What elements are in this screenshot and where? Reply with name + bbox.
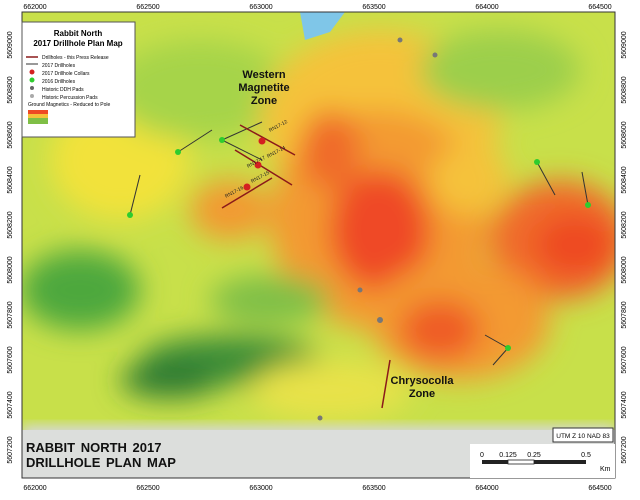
drill-trace (221, 121, 263, 141)
drill-trace (536, 161, 556, 196)
collar-2017 (243, 183, 251, 191)
northing-label: 5607600 (621, 346, 628, 373)
easting-label: 663500 (362, 485, 385, 492)
easting-label: 664000 (475, 4, 498, 11)
legend-symbol (29, 69, 35, 75)
easting-label: 664500 (588, 4, 611, 11)
northing-label: 5608600 (7, 121, 14, 148)
easting-label: 662500 (136, 4, 159, 11)
northing-label: 5607200 (7, 436, 14, 463)
scale-segment (507, 459, 535, 465)
map-frame (21, 11, 616, 479)
legend-ramp (28, 118, 48, 124)
drill-trace (177, 129, 213, 153)
collar-2017 (254, 161, 262, 169)
collar-2017 (258, 137, 266, 145)
drill-trace (221, 139, 263, 161)
zone-label: Western Magnetite Zone (238, 69, 289, 107)
historic-pad (397, 37, 403, 43)
northing-label: 5608800 (7, 76, 14, 103)
legend-title: Rabbit North 2017 Drillhole Plan Map (33, 29, 122, 48)
legend-item: Ground Magnetics - Reduced to Pole (28, 102, 110, 108)
scale-tick-label: 0.5 (581, 452, 591, 459)
projection-box (552, 427, 614, 443)
historic-pad (357, 287, 363, 293)
northing-label: 5607600 (7, 346, 14, 373)
scale-tick-label: 0.25 (527, 452, 541, 459)
collar-2016 (175, 149, 181, 155)
northing-label: 5608000 (621, 256, 628, 283)
drill-trace (484, 334, 509, 349)
northing-label: 5608000 (7, 256, 14, 283)
drill-trace (129, 174, 141, 216)
legend-item: 2017 Drillhole Collars (42, 71, 90, 77)
collar-2016 (127, 212, 133, 218)
footer-title: RABBIT NORTH 2017 DRILLHOLE PLAN MAP (26, 440, 176, 470)
drill-trace (581, 171, 589, 206)
scale-segment (534, 460, 586, 464)
northing-label: 5608200 (7, 211, 14, 238)
easting-label: 662000 (23, 4, 46, 11)
northing-label: 5609000 (7, 31, 14, 58)
historic-pad (432, 52, 438, 58)
easting-label: 663000 (249, 485, 272, 492)
collar-2016 (505, 345, 511, 351)
collar-2016 (534, 159, 540, 165)
legend-item: Historic DDH Pads (42, 87, 84, 93)
easting-label: 664500 (588, 485, 611, 492)
easting-label: 662500 (136, 485, 159, 492)
legend-item: Historic Percussion Pads (42, 95, 98, 101)
northing-label: 5608800 (621, 76, 628, 103)
northing-label: 5607800 (621, 301, 628, 328)
drill-trace (381, 359, 391, 409)
legend-symbol (30, 94, 34, 98)
legend (21, 21, 136, 138)
northing-label: 5607800 (7, 301, 14, 328)
drill-trace (492, 347, 509, 366)
easting-label: 663000 (249, 4, 272, 11)
historic-pad (317, 415, 323, 421)
northing-label: 5608600 (621, 121, 628, 148)
legend-symbol (30, 86, 34, 90)
scale-segment (482, 460, 508, 464)
legend-item: 2017 Drillholes (42, 63, 76, 69)
legend-item: 2016 Drillholes (42, 79, 76, 85)
drill-trace (239, 124, 296, 156)
northing-label: 5608200 (621, 211, 628, 238)
easting-label: 662000 (23, 485, 46, 492)
collar-2016 (219, 137, 225, 143)
projection-label: UTM Z 10 NAD 83 (556, 433, 610, 440)
northing-label: 5608400 (621, 166, 628, 193)
scale-tick-label: 0 (480, 452, 484, 459)
northing-label: 5609000 (621, 31, 628, 58)
scale-unit: Km (600, 466, 611, 473)
northing-label: 5607400 (7, 391, 14, 418)
historic-pad (377, 317, 383, 323)
northing-label: 5608400 (7, 166, 14, 193)
scale-tick-label: 0.125 (499, 452, 517, 459)
drill-trace (234, 149, 293, 186)
drill-trace (221, 177, 273, 209)
northing-label: 5607400 (621, 391, 628, 418)
easting-label: 664000 (475, 485, 498, 492)
zone-label: Chrysocolla Zone (391, 375, 455, 400)
drillholes (127, 37, 591, 421)
collar-2016 (585, 202, 591, 208)
easting-label: 663500 (362, 4, 385, 11)
legend-item: Drillholes - this Press Release (42, 55, 109, 61)
scale-bar (470, 427, 615, 478)
legend-symbol (29, 77, 35, 83)
northing-label: 5607200 (621, 436, 628, 463)
